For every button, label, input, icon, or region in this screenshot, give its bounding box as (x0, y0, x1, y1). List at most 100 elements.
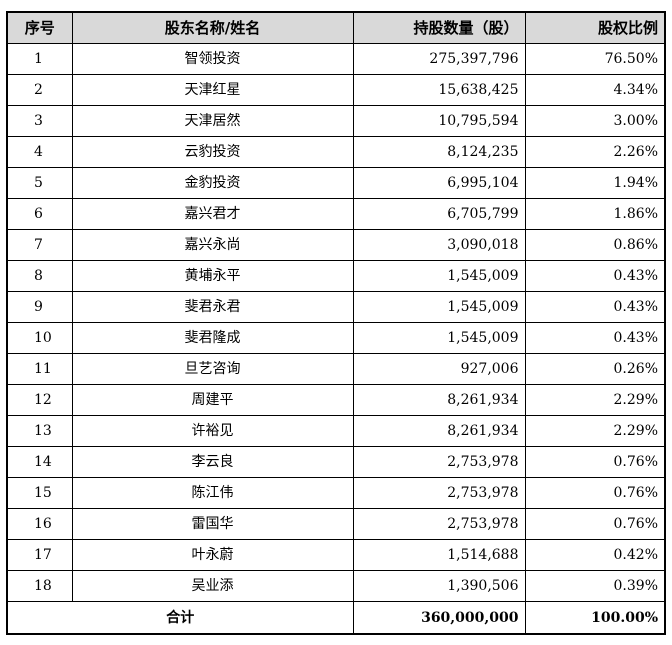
total-ratio: 100.00% (524, 601, 666, 635)
cell-shares: 6,705,799 (352, 198, 526, 230)
table-row: 7 嘉兴永尚 3,090,018 0.86% (6, 229, 666, 261)
cell-ratio: 0.76% (524, 477, 666, 509)
cell-ratio: 2.26% (524, 136, 666, 168)
table-row: 6 嘉兴君才 6,705,799 1.86% (6, 198, 666, 230)
table-row: 14 李云良 2,753,978 0.76% (6, 446, 666, 478)
cell-shares: 1,545,009 (352, 291, 526, 323)
cell-shares: 2,753,978 (352, 508, 526, 540)
cell-shares: 1,545,009 (352, 260, 526, 292)
table-row: 10 斐君隆成 1,545,009 0.43% (6, 322, 666, 354)
cell-shares: 2,753,978 (352, 446, 526, 478)
cell-shareholder-name: 天津居然 (71, 105, 354, 137)
cell-ratio: 1.94% (524, 167, 666, 199)
cell-shareholder-name: 旦艺咨询 (71, 353, 354, 385)
table-row: 12 周建平 8,261,934 2.29% (6, 384, 666, 416)
cell-shareholder-name: 李云良 (71, 446, 354, 478)
cell-ratio: 0.43% (524, 260, 666, 292)
table-row: 2 天津红星 15,638,425 4.34% (6, 74, 666, 106)
table-row: 16 雷国华 2,753,978 0.76% (6, 508, 666, 540)
cell-index: 11 (6, 353, 73, 385)
header-shares: 持股数量（股） (352, 11, 526, 44)
cell-shares: 1,545,009 (352, 322, 526, 354)
cell-shareholder-name: 云豹投资 (71, 136, 354, 168)
cell-index: 16 (6, 508, 73, 540)
cell-ratio: 0.42% (524, 539, 666, 571)
total-row: 合计 360,000,000 100.00% (6, 601, 666, 635)
cell-ratio: 0.26% (524, 353, 666, 385)
cell-index: 10 (6, 322, 73, 354)
cell-index: 12 (6, 384, 73, 416)
cell-shareholder-name: 叶永蔚 (71, 539, 354, 571)
cell-shares: 1,514,688 (352, 539, 526, 571)
cell-shareholder-name: 金豹投资 (71, 167, 354, 199)
total-label: 合计 (6, 601, 354, 635)
table-row: 8 黄埔永平 1,545,009 0.43% (6, 260, 666, 292)
cell-ratio: 2.29% (524, 415, 666, 447)
cell-shareholder-name: 智领投资 (71, 43, 354, 75)
cell-index: 2 (6, 74, 73, 106)
cell-index: 1 (6, 43, 73, 75)
cell-index: 17 (6, 539, 73, 571)
cell-shareholder-name: 陈江伟 (71, 477, 354, 509)
cell-ratio: 2.29% (524, 384, 666, 416)
table-row: 11 旦艺咨询 927,006 0.26% (6, 353, 666, 385)
cell-shareholder-name: 嘉兴永尚 (71, 229, 354, 261)
cell-ratio: 0.76% (524, 446, 666, 478)
cell-shares: 8,261,934 (352, 384, 526, 416)
cell-shareholder-name: 周建平 (71, 384, 354, 416)
cell-ratio: 3.00% (524, 105, 666, 137)
cell-shareholder-name: 吴业添 (71, 570, 354, 602)
cell-index: 8 (6, 260, 73, 292)
table-row: 9 斐君永君 1,545,009 0.43% (6, 291, 666, 323)
cell-ratio: 1.86% (524, 198, 666, 230)
cell-shares: 3,090,018 (352, 229, 526, 261)
shareholder-table-container: 序号 股东名称/姓名 持股数量（股） 股权比例 1 智领投资 275,397,796… (6, 11, 666, 635)
header-ratio: 股权比例 (524, 11, 666, 44)
cell-index: 7 (6, 229, 73, 261)
table-row: 1 智领投资 275,397,796 76.50% (6, 43, 666, 75)
table-footer: 合计 360,000,000 100.00% (6, 601, 666, 635)
cell-shares: 8,124,235 (352, 136, 526, 168)
table-body: 1 智领投资 275,397,796 76.50% 2 天津红星 15,638,425 4.3… (6, 43, 666, 602)
cell-ratio: 76.50% (524, 43, 666, 75)
cell-index: 5 (6, 167, 73, 199)
cell-shareholder-name: 斐君隆成 (71, 322, 354, 354)
cell-ratio: 0.76% (524, 508, 666, 540)
cell-index: 4 (6, 136, 73, 168)
cell-shares: 927,006 (352, 353, 526, 385)
table-row: 5 金豹投资 6,995,104 1.94% (6, 167, 666, 199)
table-row: 15 陈江伟 2,753,978 0.76% (6, 477, 666, 509)
table-row: 3 天津居然 10,795,594 3.00% (6, 105, 666, 137)
table-row: 17 叶永蔚 1,514,688 0.42% (6, 539, 666, 571)
cell-shares: 2,753,978 (352, 477, 526, 509)
cell-ratio: 0.43% (524, 322, 666, 354)
cell-shares: 15,638,425 (352, 74, 526, 106)
cell-index: 14 (6, 446, 73, 478)
cell-shares: 6,995,104 (352, 167, 526, 199)
cell-shareholder-name: 天津红星 (71, 74, 354, 106)
cell-index: 9 (6, 291, 73, 323)
cell-ratio: 0.39% (524, 570, 666, 602)
total-shares: 360,000,000 (352, 601, 526, 635)
table-header: 序号 股东名称/姓名 持股数量（股） 股权比例 (6, 11, 666, 44)
cell-ratio: 0.43% (524, 291, 666, 323)
cell-shares: 8,261,934 (352, 415, 526, 447)
header-row: 序号 股东名称/姓名 持股数量（股） 股权比例 (6, 11, 666, 44)
cell-shareholder-name: 嘉兴君才 (71, 198, 354, 230)
header-index: 序号 (6, 11, 73, 44)
cell-index: 18 (6, 570, 73, 602)
header-name: 股东名称/姓名 (71, 11, 354, 44)
table-row: 18 吴业添 1,390,506 0.39% (6, 570, 666, 602)
cell-shares: 10,795,594 (352, 105, 526, 137)
cell-index: 15 (6, 477, 73, 509)
cell-shares: 1,390,506 (352, 570, 526, 602)
cell-shareholder-name: 许裕见 (71, 415, 354, 447)
cell-index: 3 (6, 105, 73, 137)
cell-index: 13 (6, 415, 73, 447)
cell-shares: 275,397,796 (352, 43, 526, 75)
cell-ratio: 0.86% (524, 229, 666, 261)
cell-ratio: 4.34% (524, 74, 666, 106)
cell-shareholder-name: 斐君永君 (71, 291, 354, 323)
cell-shareholder-name: 雷国华 (71, 508, 354, 540)
cell-shareholder-name: 黄埔永平 (71, 260, 354, 292)
